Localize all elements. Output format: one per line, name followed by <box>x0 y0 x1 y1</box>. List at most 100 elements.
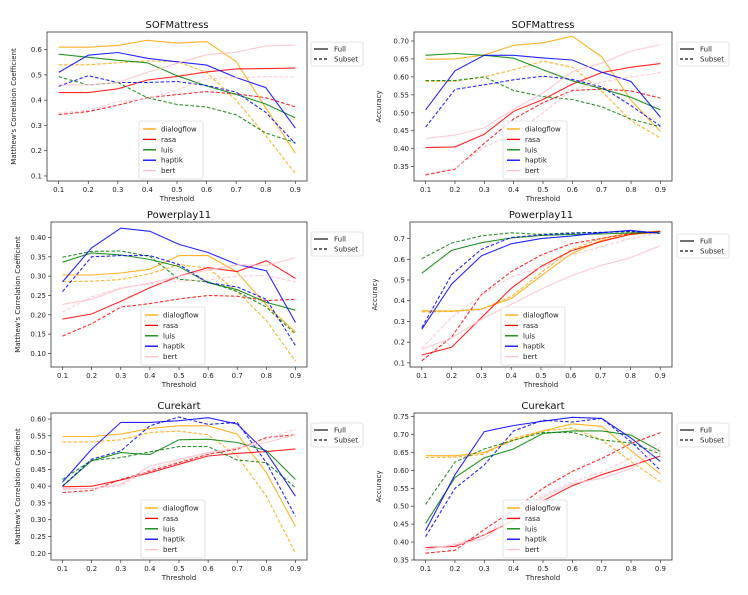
y-tick-label: 0.70 <box>393 431 409 439</box>
y-tick-label: 0.35 <box>30 253 46 261</box>
x-tick-label: 0.3 <box>479 186 490 194</box>
plot-frame <box>50 412 308 561</box>
legend-label-rasa: rasa <box>161 136 176 144</box>
chart-title: Curekart <box>157 401 200 412</box>
plot-frame <box>413 412 673 561</box>
legend-label-bert: bert <box>525 167 540 175</box>
legend-label-bert: bert <box>163 353 178 361</box>
series-line-rasa-full <box>421 230 661 356</box>
y-tick-label: 0.6 <box>31 46 43 54</box>
legend-label-subset: Subset <box>700 248 724 256</box>
series-line-haptik-subset <box>62 255 296 346</box>
x-axis-label: Threshold <box>159 195 195 203</box>
x-tick-label: 0.8 <box>260 186 271 194</box>
legend-label-dialogflow: dialogflow <box>525 505 561 513</box>
legend-label-rasa: rasa <box>163 322 178 330</box>
series-line-luis-full <box>58 53 296 119</box>
series-line-dialogflow-subset <box>425 427 661 483</box>
plot-frame <box>413 31 673 182</box>
series-legend: dialogflow rasa luis haptik bert <box>138 120 204 180</box>
x-tick-label: 0.2 <box>86 565 97 573</box>
series-line-luis-full <box>62 438 296 487</box>
chart-sof-mcc: SOFMattress 0.1 0.2 0.3 0.4 0.5 0.6 0.7 0.8 0.9 0.… <box>10 20 364 203</box>
series-line-haptik-subset <box>425 75 661 128</box>
x-axis-label: Threshold <box>161 381 197 389</box>
legend-label-rasa: rasa <box>525 515 540 523</box>
y-axis-label: Accuracy <box>375 91 383 123</box>
style-legend-box <box>676 41 730 67</box>
series-line-bert-subset <box>425 442 661 551</box>
legend-label-rasa: rasa <box>163 515 178 523</box>
legend-label-haptik: haptik <box>525 157 548 165</box>
y-tick-label: 0.30 <box>30 516 46 524</box>
y-tick-label: 0.50 <box>393 109 409 117</box>
chart-title: Curekart <box>521 401 564 412</box>
x-tick-label: 0.5 <box>173 372 184 380</box>
series-line-luis-subset <box>425 76 661 128</box>
x-tick-label: 0.1 <box>53 186 64 194</box>
y-tick-label: 0.7 <box>394 235 405 243</box>
x-tick-label: 0.5 <box>535 372 546 380</box>
x-tick-label: 0.3 <box>115 565 126 573</box>
style-legend: Full Subset <box>310 422 364 448</box>
series-line-haptik-full <box>425 416 661 531</box>
x-axis-label: Threshold <box>525 195 561 203</box>
legend-box <box>500 306 566 366</box>
series-line-bert-full <box>425 44 661 140</box>
y-tick-label: 0.45 <box>30 466 46 474</box>
y-tick-label: 0.35 <box>30 499 46 507</box>
style-legend-box <box>310 422 364 448</box>
x-tick-label: 0.9 <box>655 372 666 380</box>
x-tick-label: 0.4 <box>508 186 520 194</box>
series-line-luis-full <box>425 52 661 111</box>
style-legend-box <box>676 233 730 259</box>
style-legend: Full Subset <box>676 41 730 67</box>
series-line-dialogflow-full <box>62 255 296 333</box>
legend-label-luis: luis <box>525 525 537 533</box>
y-tick-label: 0.65 <box>393 449 409 457</box>
series-line-bert-subset <box>58 76 296 114</box>
chart-title: Powerplay11 <box>509 210 573 221</box>
legend-label-luis: luis <box>163 525 175 533</box>
legend-label-bert: bert <box>163 546 178 554</box>
legend-label-subset: Subset <box>334 437 358 445</box>
legend-label-haptik: haptik <box>161 157 184 165</box>
y-tick-label: 0.50 <box>30 449 46 457</box>
series-line-rasa-subset <box>58 91 296 116</box>
x-tick-label: 0.2 <box>446 372 457 380</box>
x-tick-label: 0.5 <box>537 186 548 194</box>
y-axis-label: Matthew's Correlation Coefficient <box>10 48 18 165</box>
series-line-haptik-full <box>425 54 661 118</box>
legend-label-luis: luis <box>163 332 175 340</box>
legend-label-luis: luis <box>161 146 173 154</box>
x-tick-label: 0.6 <box>203 372 215 380</box>
legend-label-full: Full <box>334 46 346 54</box>
x-tick-label: 0.4 <box>142 186 154 194</box>
series-line-bert-subset <box>62 428 296 491</box>
series-line-dialogflow-full <box>425 35 661 132</box>
series-line-haptik-full <box>62 227 296 323</box>
style-legend-box <box>310 41 364 67</box>
series-line-bert-full <box>58 44 296 86</box>
x-tick-label: 0.6 <box>203 565 215 573</box>
legend-label-subset: Subset <box>334 56 358 64</box>
style-legend: Full Subset <box>676 422 730 448</box>
series-line-dialogflow-full <box>421 231 661 312</box>
series-line-luis-full <box>421 231 661 274</box>
series-line-rasa-full <box>425 63 661 149</box>
series-line-rasa-full <box>58 67 296 94</box>
legend-label-haptik: haptik <box>163 343 186 351</box>
chart-title: SOFMattress <box>511 20 574 31</box>
chart-title: SOFMattress <box>145 20 208 31</box>
legend-box <box>502 120 568 180</box>
legend-label-bert: bert <box>523 353 538 361</box>
y-tick-label: 0.1 <box>394 359 405 367</box>
legend-label-subset: Subset <box>334 246 358 254</box>
y-tick-label: 0.70 <box>393 37 409 45</box>
plot-frame <box>50 221 308 368</box>
x-tick-label: 0.2 <box>86 372 97 380</box>
x-tick-label: 0.6 <box>565 372 577 380</box>
legend-label-rasa: rasa <box>523 322 538 330</box>
chart-sof-acc: SOFMattress 0.1 0.2 0.3 0.4 0.5 0.6 0.7 0.8 0.9 0.… <box>375 20 730 203</box>
y-tick-label: 0.5 <box>394 277 405 285</box>
